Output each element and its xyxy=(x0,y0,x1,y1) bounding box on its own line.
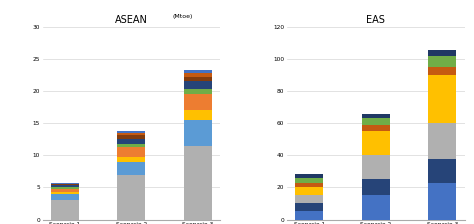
Bar xyxy=(51,189,79,192)
Bar xyxy=(428,159,456,183)
Bar xyxy=(362,195,390,220)
Bar xyxy=(51,200,79,220)
Bar xyxy=(51,183,79,184)
Bar xyxy=(295,183,323,187)
Bar xyxy=(362,131,390,155)
Bar xyxy=(295,174,323,178)
Bar xyxy=(184,89,212,94)
Title: EAS: EAS xyxy=(366,15,385,25)
Bar xyxy=(428,56,456,67)
Bar xyxy=(117,147,145,157)
Bar xyxy=(184,70,212,73)
Bar xyxy=(295,195,323,203)
Bar xyxy=(295,203,323,211)
Bar xyxy=(428,75,456,123)
Bar xyxy=(184,120,212,146)
Bar xyxy=(51,187,79,189)
Bar xyxy=(117,131,145,133)
Bar xyxy=(362,114,390,118)
Bar xyxy=(51,184,79,185)
Bar xyxy=(184,94,212,110)
Bar xyxy=(51,194,79,200)
Title: ASEAN: ASEAN xyxy=(115,15,148,25)
Bar xyxy=(184,110,212,120)
Bar xyxy=(117,144,145,147)
Bar xyxy=(428,123,456,159)
Bar xyxy=(51,185,79,187)
Bar xyxy=(117,135,145,139)
Bar xyxy=(51,192,79,194)
Bar xyxy=(428,183,456,220)
Bar xyxy=(295,178,323,183)
Bar xyxy=(362,179,390,195)
Bar xyxy=(362,118,390,125)
Bar xyxy=(428,67,456,75)
Text: (Mtoe): (Mtoe) xyxy=(172,14,192,19)
Bar xyxy=(184,82,212,89)
Bar xyxy=(184,146,212,220)
Bar xyxy=(184,73,212,77)
Bar xyxy=(117,139,145,144)
Bar xyxy=(295,211,323,220)
Bar xyxy=(117,157,145,162)
Bar xyxy=(117,133,145,135)
Bar xyxy=(362,155,390,179)
Bar xyxy=(362,125,390,131)
Bar xyxy=(184,77,212,82)
Bar xyxy=(428,50,456,56)
Bar xyxy=(295,187,323,195)
Bar xyxy=(117,174,145,220)
Bar xyxy=(117,162,145,174)
